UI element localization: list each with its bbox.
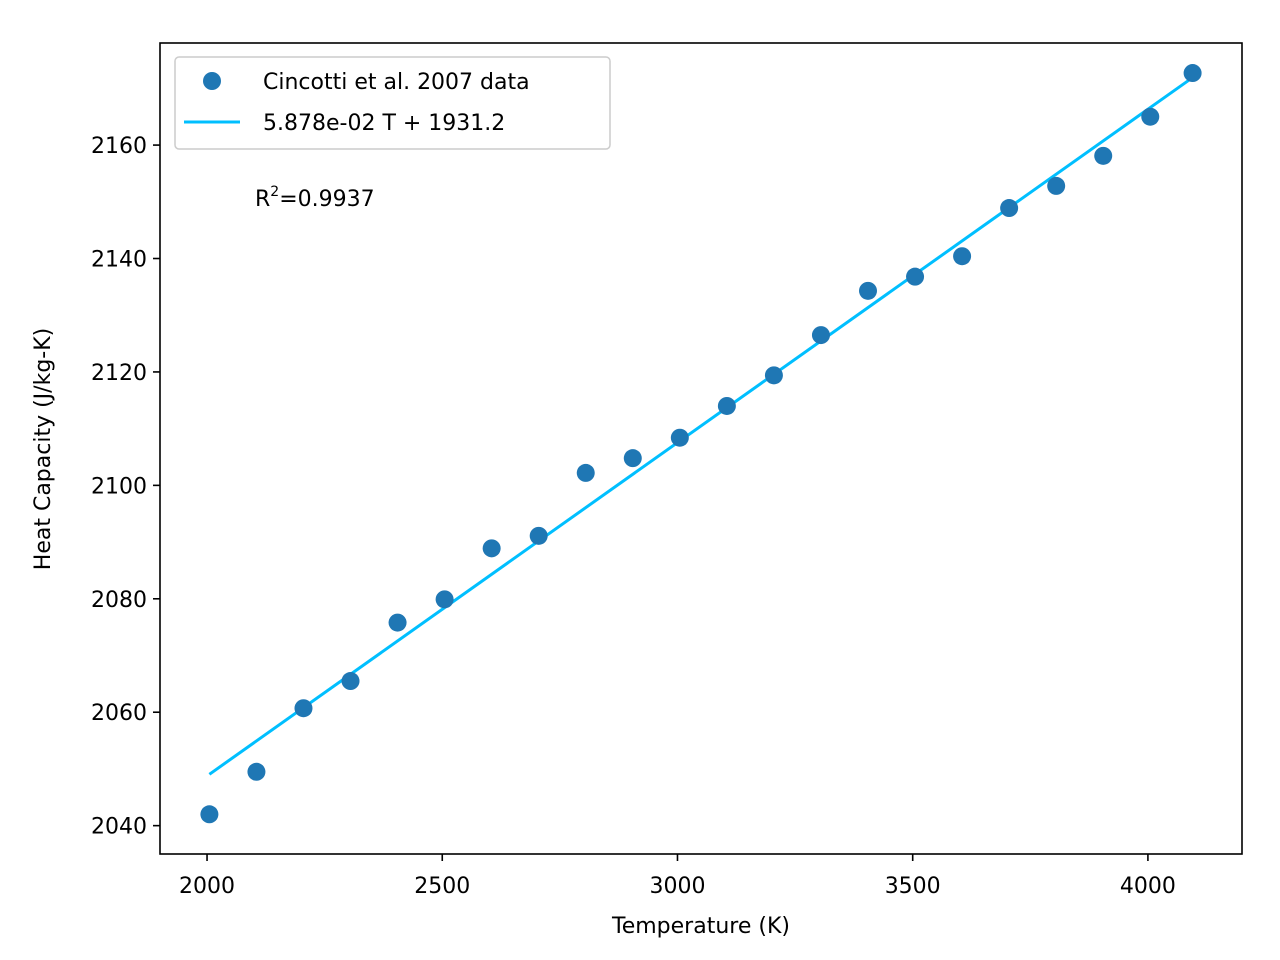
x-tick-label: 2500	[414, 874, 470, 899]
legend-label-line: 5.878e-02 T + 1931.2	[263, 111, 505, 136]
legend-label-scatter: Cincotti et al. 2007 data	[263, 70, 530, 95]
legend-box	[174, 56, 611, 150]
x-tick-label: 3000	[649, 874, 705, 899]
plot-frame	[159, 42, 1243, 855]
fit-line	[208, 76, 1194, 776]
data-point	[576, 463, 595, 482]
data-point	[764, 366, 783, 385]
r-squared-annotation: R2=0.9937	[255, 184, 375, 212]
y-tick-label: 2060	[91, 701, 147, 726]
data-point	[811, 326, 830, 345]
data-point	[623, 449, 642, 468]
data-point	[1000, 199, 1019, 218]
y-tick-label: 2160	[91, 134, 147, 159]
data-point	[1094, 146, 1113, 165]
x-tick-label: 2000	[179, 874, 235, 899]
y-tick-label: 2080	[91, 588, 147, 613]
data-point	[859, 281, 878, 300]
legend: Cincotti et al. 2007 data 5.878e-02 T + …	[174, 56, 611, 150]
x-tick-label: 4000	[1120, 874, 1176, 899]
y-tick-label: 2120	[91, 361, 147, 386]
data-point	[1047, 176, 1066, 195]
y-tick-label: 2040	[91, 815, 147, 840]
r-squared-base: R	[255, 187, 270, 212]
data-point	[670, 428, 689, 447]
y-tick-label: 2140	[91, 248, 147, 273]
axes-ticks: 2000 2500 3000 3500 4000 2040 2060 2080 2100 2120…	[91, 134, 1176, 899]
y-tick-label: 2100	[91, 474, 147, 499]
data-point	[953, 247, 972, 266]
data-point	[341, 672, 360, 691]
data-point	[1183, 64, 1202, 83]
data-point	[906, 267, 925, 286]
y-axis-title: Heat Capacity (J/kg-K)	[31, 328, 56, 570]
r-squared-superscript: 2	[270, 184, 279, 200]
x-axis-title: Temperature (K)	[611, 914, 790, 939]
plot-marks	[200, 64, 1202, 824]
legend-marker-scatter	[203, 72, 221, 90]
data-point	[482, 539, 501, 558]
data-point	[435, 590, 454, 609]
data-point	[529, 526, 548, 545]
data-point	[200, 805, 219, 824]
r-squared-value: =0.9937	[279, 187, 374, 212]
data-point	[717, 396, 736, 415]
data-point	[1141, 107, 1160, 126]
data-point	[388, 613, 407, 632]
data-point	[294, 699, 313, 718]
data-point	[247, 762, 266, 781]
x-tick-label: 3500	[885, 874, 941, 899]
